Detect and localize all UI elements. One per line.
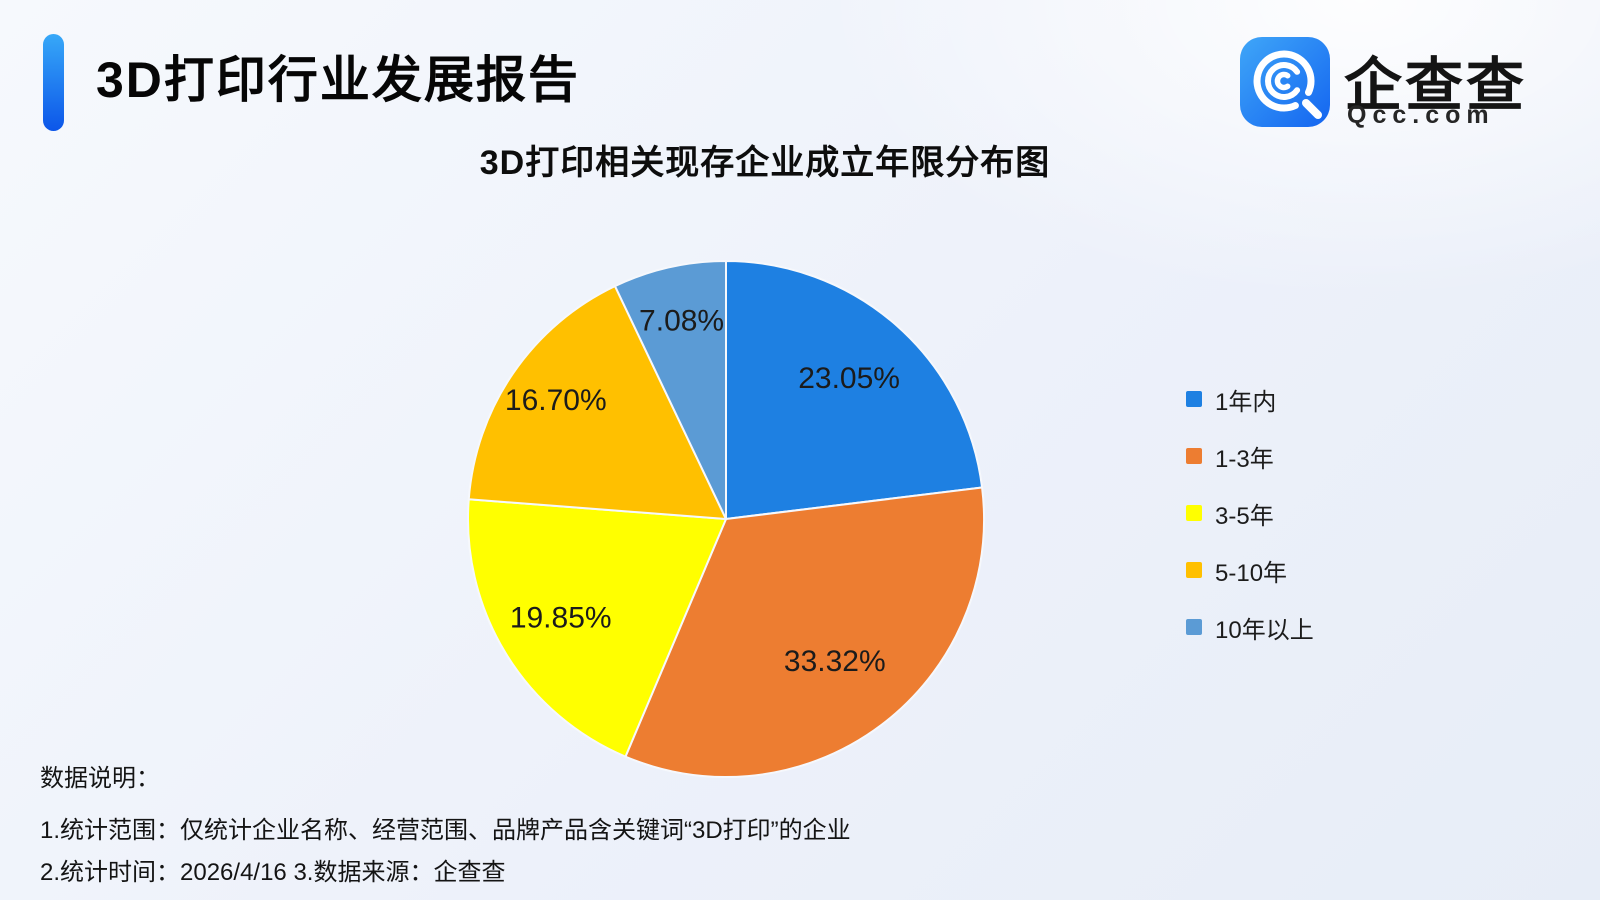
legend-item-3-5年: 3-5年: [1186, 498, 1314, 530]
legend-item-5-10年: 5-10年: [1186, 555, 1314, 587]
pie-value-label: 23.05%: [798, 362, 900, 395]
legend-swatch: [1186, 448, 1202, 464]
note-line: 2.统计时间：2026/4/16 3.数据来源：企查查: [40, 859, 506, 886]
legend-swatch: [1186, 619, 1202, 635]
brand-domain: Qcc.com: [1347, 101, 1495, 129]
legend-swatch: [1186, 505, 1202, 521]
chart-legend: 1年内 1-3年 3-5年 5-10年 10年以上: [1186, 384, 1314, 669]
data-notes: 数据说明： 1.统计范围：仅统计企业名称、经营范围、品牌产品含关键词“3D打印”…: [40, 758, 851, 894]
note-line: 1.统计范围：仅统计企业名称、经营范围、品牌产品含关键词“3D打印”的企业: [40, 817, 851, 844]
legend-label: 1年内: [1215, 388, 1277, 416]
qcc-logo-icon: [1240, 37, 1330, 132]
legend-swatch: [1186, 562, 1202, 578]
pie-slice-5-10年: [467, 285, 727, 520]
pie-chart: 23.05% 33.32% 19.85% 16.70% 7.08%: [461, 254, 991, 784]
legend-label: 5-10年: [1215, 559, 1288, 587]
pie-slice-3-5年: [467, 498, 727, 758]
legend-item-1年内: 1年内: [1186, 384, 1314, 416]
legend-swatch: [1186, 391, 1202, 407]
legend-label: 1-3年: [1215, 445, 1274, 473]
legend-label: 10年以上: [1215, 616, 1314, 644]
pie-value-label: 16.70%: [505, 384, 607, 417]
legend-label: 3-5年: [1215, 502, 1274, 530]
pie-value-label: 7.08%: [639, 305, 724, 338]
pie-slice-10年以上: [613, 260, 727, 520]
notes-heading: 数据说明：: [40, 765, 160, 792]
pie-slice-1-3年: [624, 486, 985, 778]
chart-title: 3D打印相关现存企业成立年限分布图: [479, 144, 1051, 182]
legend-item-10年以上: 10年以上: [1186, 612, 1314, 644]
page-title: 3D打印行业发展报告: [96, 52, 580, 108]
brand-name: 企查查: [1344, 53, 1528, 118]
title-accent-bar: [43, 34, 64, 131]
pie-value-label: 33.32%: [784, 645, 886, 678]
pie-value-label: 19.85%: [510, 602, 612, 635]
legend-item-1-3年: 1-3年: [1186, 441, 1314, 473]
pie-slice-1年内: [725, 260, 984, 520]
